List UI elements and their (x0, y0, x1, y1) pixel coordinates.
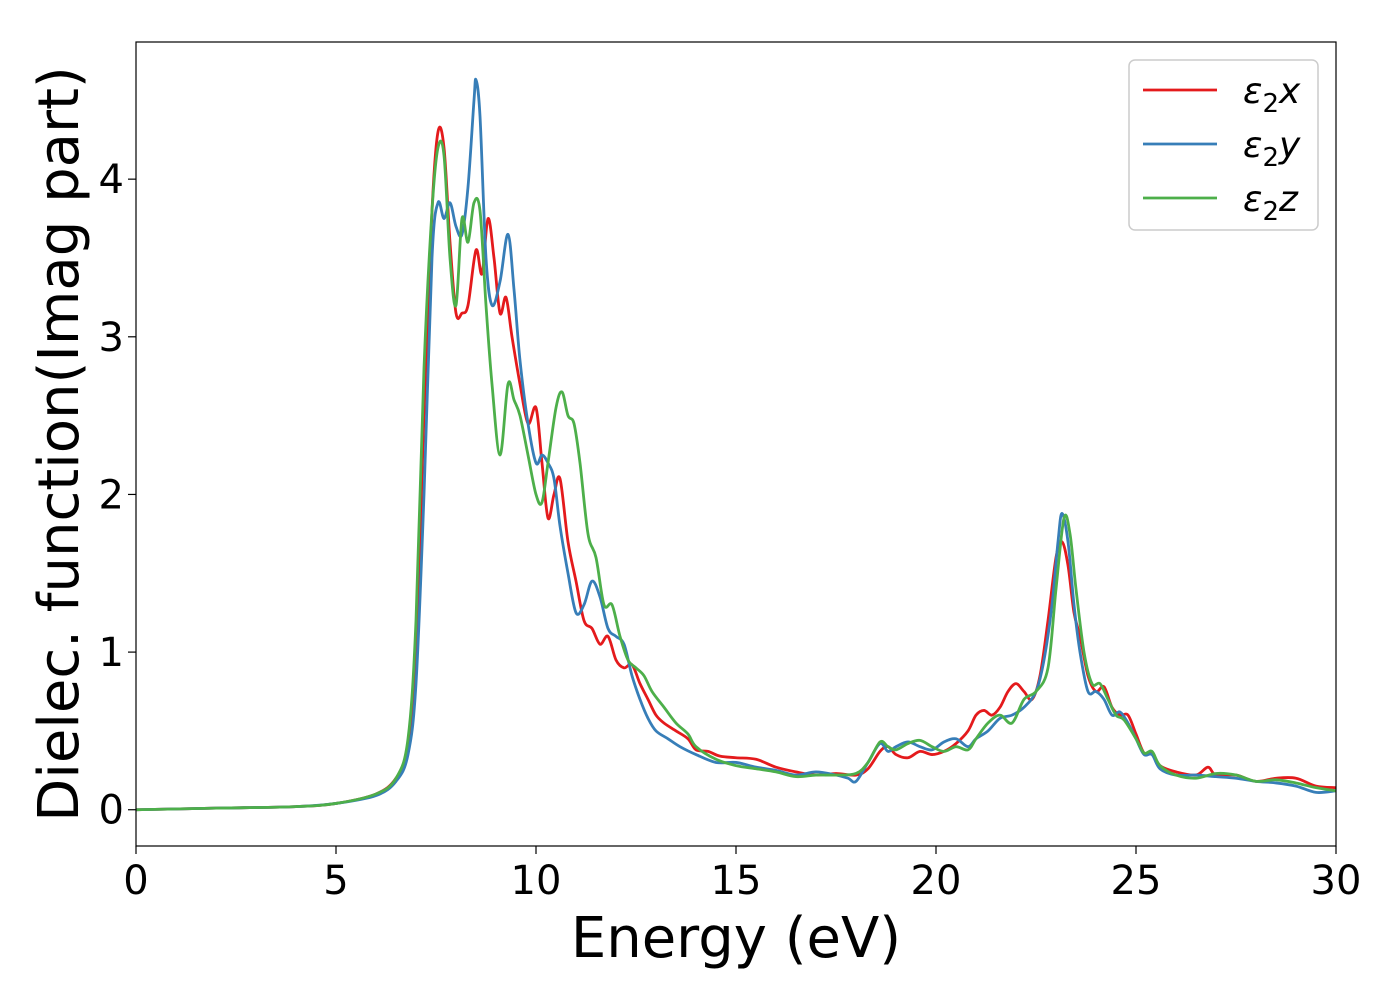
x-axis-title: Energy (eV) (571, 906, 901, 971)
legend-label-base: ε (1243, 179, 1262, 220)
x-tick-label: 15 (711, 858, 762, 904)
y-axis-title: Dielec. function(Imag part) (27, 66, 92, 822)
y-tick-label: 0 (99, 788, 124, 834)
series-line-y (136, 77, 1336, 812)
x-tick-label: 30 (1311, 858, 1362, 904)
series-layer (136, 77, 1336, 812)
legend-label-subscript: 2 (1262, 197, 1279, 227)
legend-box (1128, 59, 1319, 231)
y-axis: 0 1 2 3 4 (99, 157, 136, 834)
legend-label-axis: y (1278, 125, 1301, 166)
legend-label-y: ε2y (1243, 125, 1301, 173)
legend-label-subscript: 2 (1262, 143, 1279, 173)
x-tick-label: 25 (1111, 858, 1162, 904)
legend-label-base: ε (1243, 125, 1262, 166)
y-tick-label: 2 (99, 472, 124, 518)
series-line-x (136, 125, 1336, 812)
legend-label-x: ε2x (1243, 71, 1301, 119)
legend-label-axis: z (1278, 179, 1299, 220)
legend-label-z: ε2z (1243, 179, 1299, 227)
x-tick-label: 20 (911, 858, 962, 904)
x-tick-label: 5 (323, 858, 348, 904)
y-tick-label: 4 (99, 157, 124, 203)
legend-label-axis: x (1278, 71, 1301, 112)
y-tick-label: 3 (99, 315, 124, 361)
legend-label-subscript: 2 (1262, 89, 1279, 119)
y-tick-label: 1 (99, 630, 124, 676)
series-line-z (136, 139, 1336, 812)
x-tick-label: 10 (511, 858, 562, 904)
x-tick-label: 0 (123, 858, 148, 904)
legend-label-base: ε (1243, 71, 1262, 112)
x-axis: 0 5 10 15 20 25 30 (123, 846, 1361, 904)
